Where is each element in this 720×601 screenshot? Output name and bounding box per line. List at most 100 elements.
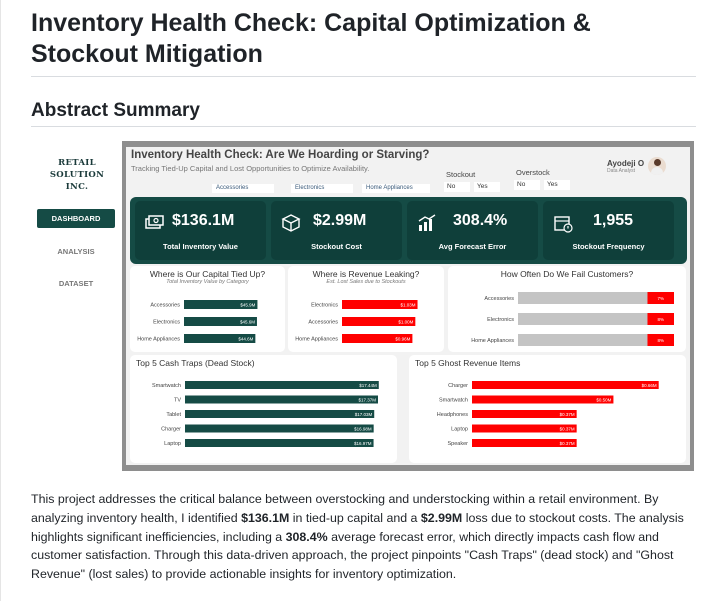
filter-category-accessories[interactable]: Accessories [212,184,274,193]
bar [342,334,413,343]
category-label: TV [174,398,181,404]
category-label: Smartwatch [152,383,181,389]
bar [342,300,418,309]
stockout-filter-label: Stockout [446,170,476,179]
bar [185,395,378,404]
category-label: Electronics [311,303,338,309]
data-label: $1.03M [401,303,416,308]
money-stack-icon [145,215,164,229]
chart-title: Where is Our Capital Tied Up? [149,269,266,279]
paragraph-text: in tied-up capital and a [289,510,421,525]
category-label: Accessories [308,320,338,326]
paragraph-text: average forecast error, which directly i… [31,529,674,582]
fail-customers-card: How Often Do We Fail Customers? Accessor… [448,266,686,352]
page-title: Inventory Health Check: Capital Optimiza… [31,9,591,68]
category-label: Electronics [153,320,180,326]
category-label: Accessories [150,303,180,309]
bar [185,424,374,433]
chart-title: Top 5 Ghost Revenue Items [415,358,521,368]
title-divider [31,76,696,77]
data-label: $17.44M [359,383,377,388]
chart-title: Top 5 Cash Traps (Dead Stock) [136,358,255,368]
kpi-value: 1,955 [593,212,634,229]
revenue-leaking-card: Where is Revenue Leaking? Est. Lost Sale… [288,266,444,352]
category-label: Accessories [484,296,514,302]
data-label: $17.37M [358,398,376,403]
kpi-card-stockout-frequency: 1,955 Stockout Frequency [543,201,674,260]
category-label: Smartwatch [439,398,468,404]
category-label: Charger [448,383,468,389]
data-label: $44.6M [238,337,253,342]
nav-analysis[interactable]: ANALYSIS [57,247,95,256]
nav-dashboard[interactable]: DASHBOARD [37,209,115,228]
overstock-filter-label: Overstock [516,168,550,177]
user-info: Ayodeji O Data Analyst [607,159,644,174]
kpi-card-inventory-value: $136.1M Total Inventory Value [135,201,266,260]
empty-box-icon [281,214,301,232]
data-label: $0.96M [395,337,410,342]
kpi-band: $136.1M Total Inventory Value $2.99M Sto… [130,197,687,264]
ghost-revenue-bar-chart: Charger $0.66M Smartwatch $0.50M Headphones $… [437,381,659,447]
bar [647,334,674,346]
data-label: 7% [657,296,664,301]
section-heading: Abstract Summary [31,100,200,121]
user-role: Data Analyst [607,168,636,174]
section-divider [31,126,696,127]
data-label: $0.37M [560,427,575,432]
kpi-card-stockout-cost: $2.99M Stockout Cost [271,201,402,260]
bar [472,424,577,433]
bar [184,334,256,343]
data-label: $45.9M [240,303,255,308]
dashboard-sidebar: RETAIL SOLUTION INC. DASHBOARD ANALYSIS … [31,141,122,471]
filter-category-electronics[interactable]: Electronics [291,184,353,193]
kpi-label: Avg Forecast Error [438,242,507,251]
stockout-filter-no[interactable]: No [444,182,470,192]
dashboard-main: Inventory Health Check: Are We Hoarding … [126,147,690,465]
bar [472,410,577,418]
bar-track [518,292,674,304]
filter-category-home-appliances[interactable]: Home Appliances [362,184,430,193]
data-label: $17.03M [355,412,373,417]
paragraph-text: This project addresses the critical bala… [31,492,659,525]
bar [472,439,577,447]
data-label: $16.98M [354,427,372,432]
overstock-filter-no[interactable]: No [514,180,540,190]
category-label: Laptop [451,427,468,433]
highlight-figure: 308.4% [285,529,328,544]
kpi-card-forecast-error: 308.4% Avg Forecast Error [407,201,538,260]
kpi-label: Total Inventory Value [163,242,238,251]
chart-subtitle: Total Inventory Value by Category [166,279,249,285]
bar-track [518,334,674,346]
stockout-filter-yes[interactable]: Yes [474,182,500,192]
capital-tied-up-card: Where is Our Capital Tied Up? Total Inve… [130,266,285,352]
data-label: $0.66M [642,383,657,388]
bar [647,292,674,304]
kpi-label: Stockout Cost [311,242,362,251]
revenue-leak-bar-chart: Electronics $1.03M Accessories $1.00M Home A… [295,300,418,343]
bar [647,313,674,325]
data-label: $0.50M [596,398,611,403]
category-label: Home Appliances [295,337,338,343]
data-label: $0.37M [560,441,575,446]
bar-track [518,313,674,325]
data-label: 8% [657,317,664,322]
calendar-alert-icon [554,216,573,233]
bar [472,395,614,404]
overstock-filter-yes[interactable]: Yes [544,180,570,190]
forecast-chart-icon [418,214,436,231]
category-label: Electronics [487,317,514,323]
bar [472,381,659,389]
data-label: $45.6M [240,320,255,325]
category-label: Home Appliances [137,337,180,343]
category-label: Laptop [164,441,181,447]
kpi-value: $136.1M [172,212,235,229]
category-label: Headphones [437,412,468,418]
nav-dataset[interactable]: DATASET [58,279,94,288]
dashboard-title: Inventory Health Check: Are We Hoarding … [131,149,430,161]
category-label: Speaker [448,441,469,447]
kpi-value: $2.99M [313,212,367,229]
avatar [648,157,666,175]
category-label: Home Appliances [471,338,514,344]
capital-bar-chart: Accessories $45.9M Electronics $45.6M Home A… [137,300,258,343]
